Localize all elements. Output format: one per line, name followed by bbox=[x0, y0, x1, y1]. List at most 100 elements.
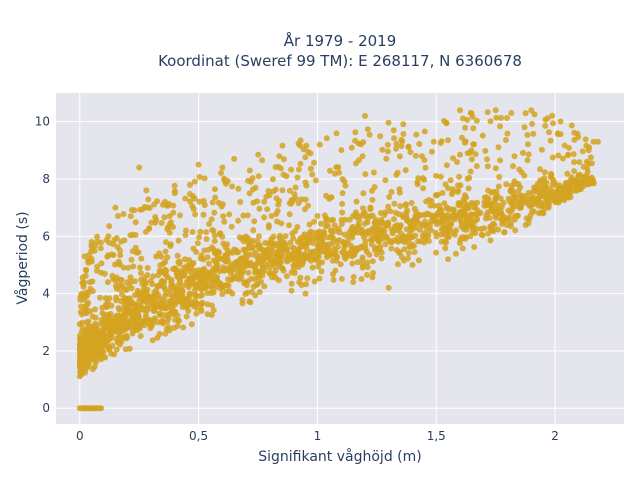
data-point bbox=[190, 245, 197, 252]
data-point bbox=[77, 308, 84, 315]
data-point bbox=[268, 274, 275, 281]
data-point bbox=[371, 235, 378, 242]
data-point bbox=[450, 155, 457, 162]
data-point bbox=[175, 270, 182, 277]
data-point bbox=[583, 158, 590, 165]
data-point bbox=[327, 250, 334, 257]
data-point bbox=[388, 245, 395, 252]
data-point bbox=[567, 185, 574, 192]
data-point bbox=[421, 233, 428, 240]
data-point bbox=[118, 291, 125, 298]
data-point bbox=[259, 272, 266, 279]
data-point bbox=[92, 306, 98, 313]
y-axis-label: Vågperiod (s) bbox=[14, 211, 31, 304]
x-axis-label: Signifikant våghöjd (m) bbox=[258, 448, 421, 465]
data-point bbox=[88, 356, 95, 363]
data-point bbox=[137, 264, 143, 271]
data-point bbox=[286, 211, 293, 218]
data-point bbox=[318, 268, 325, 275]
data-point bbox=[124, 324, 131, 331]
data-point bbox=[213, 274, 219, 281]
data-point bbox=[292, 184, 299, 191]
data-point bbox=[142, 297, 149, 304]
data-point bbox=[106, 316, 113, 323]
data-point bbox=[495, 226, 502, 233]
data-point bbox=[276, 260, 283, 266]
data-point bbox=[549, 154, 556, 161]
data-point bbox=[117, 247, 123, 254]
data-point bbox=[203, 236, 210, 242]
data-point bbox=[141, 322, 148, 329]
data-point bbox=[541, 169, 548, 176]
data-point bbox=[505, 207, 512, 214]
data-point bbox=[549, 112, 556, 119]
data-point bbox=[295, 140, 302, 147]
data-point bbox=[265, 224, 272, 231]
data-point bbox=[278, 254, 285, 261]
data-point bbox=[268, 213, 275, 219]
data-point bbox=[438, 218, 445, 225]
data-point bbox=[464, 150, 471, 157]
data-point bbox=[459, 134, 465, 141]
data-point bbox=[359, 153, 366, 160]
data-point bbox=[421, 157, 428, 163]
data-point bbox=[142, 286, 148, 293]
data-point bbox=[92, 314, 99, 321]
data-point bbox=[170, 202, 177, 209]
data-point bbox=[93, 347, 100, 354]
data-point bbox=[143, 187, 150, 194]
data-point bbox=[355, 221, 362, 228]
data-point bbox=[280, 267, 287, 274]
data-point bbox=[137, 333, 144, 339]
data-point bbox=[135, 291, 142, 298]
data-point bbox=[464, 116, 471, 123]
data-point bbox=[76, 321, 83, 328]
data-point bbox=[404, 217, 411, 224]
data-point bbox=[170, 224, 176, 230]
data-point bbox=[85, 324, 92, 331]
data-point bbox=[185, 284, 192, 291]
data-point bbox=[128, 301, 135, 308]
data-point bbox=[115, 213, 121, 219]
data-point bbox=[220, 213, 227, 220]
data-point bbox=[359, 261, 366, 268]
data-point bbox=[79, 351, 86, 358]
data-point bbox=[121, 319, 128, 326]
data-point bbox=[104, 321, 111, 328]
data-point bbox=[356, 157, 362, 164]
data-point bbox=[288, 166, 295, 173]
data-point bbox=[571, 136, 578, 143]
data-point bbox=[342, 216, 349, 223]
data-point bbox=[301, 243, 308, 250]
data-point bbox=[351, 249, 358, 256]
data-point bbox=[195, 161, 202, 168]
data-point bbox=[407, 149, 414, 156]
data-point bbox=[86, 252, 92, 259]
data-point bbox=[335, 164, 342, 171]
data-point bbox=[136, 297, 143, 304]
data-point bbox=[316, 141, 323, 148]
data-point bbox=[274, 250, 281, 257]
data-point bbox=[306, 221, 313, 228]
data-point bbox=[158, 318, 165, 325]
data-point bbox=[479, 232, 486, 239]
data-point bbox=[360, 139, 367, 146]
data-point bbox=[540, 210, 547, 217]
data-point bbox=[160, 298, 167, 305]
data-point bbox=[243, 233, 249, 240]
data-point bbox=[489, 226, 496, 233]
data-point bbox=[339, 190, 346, 197]
data-point bbox=[117, 252, 124, 259]
data-point bbox=[212, 267, 219, 274]
data-point bbox=[333, 252, 340, 259]
data-point bbox=[347, 242, 354, 249]
data-point bbox=[83, 306, 90, 313]
data-point bbox=[369, 274, 376, 281]
data-point bbox=[360, 205, 366, 212]
data-point bbox=[261, 214, 268, 221]
data-point bbox=[128, 206, 135, 213]
data-point bbox=[224, 241, 231, 248]
data-point bbox=[204, 290, 211, 296]
data-point bbox=[506, 214, 513, 221]
data-point bbox=[448, 191, 455, 198]
